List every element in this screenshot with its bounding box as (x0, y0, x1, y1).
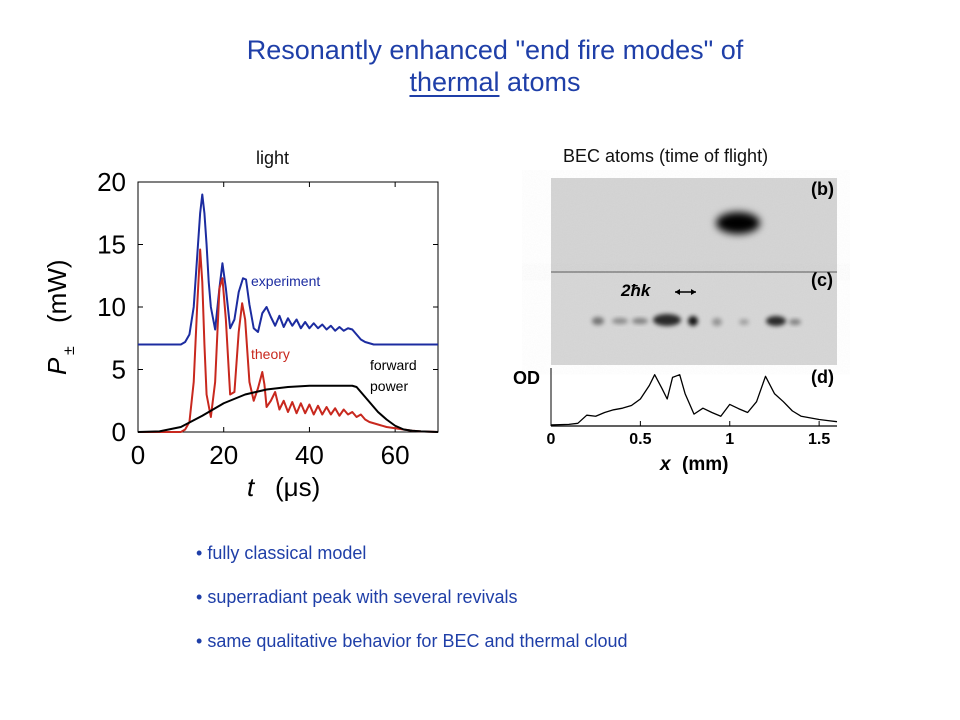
caption-bec-atoms: BEC atoms (time of flight) (563, 146, 769, 166)
bullet-item: • fully classical model (196, 543, 367, 563)
y-tick-label: 15 (97, 230, 126, 260)
annotation-forward: forward (370, 357, 417, 373)
od-series-group (550, 374, 838, 426)
atom-cloud-blob (592, 317, 604, 325)
annotation-experiment: experiment (251, 273, 320, 289)
od-x-tick-label: 1 (725, 431, 734, 448)
od-x-axis-unit: (mm) (682, 454, 728, 475)
od-x-axis-variable: x (659, 454, 672, 475)
chart-axes (137, 181, 439, 433)
panel-c-image (551, 273, 837, 365)
momentum-arrow-heads (675, 289, 696, 295)
annotation-theory: theory (251, 346, 290, 362)
annotation-power: power (370, 378, 408, 394)
atom-cloud-blob (766, 316, 786, 326)
panel-label: (c) (811, 270, 833, 290)
plot-frame (137, 181, 439, 433)
x-tick-label: 0 (131, 440, 145, 470)
bullet-item: • superradiant peak with several revival… (196, 587, 518, 607)
panel-label: (b) (811, 179, 834, 199)
series-line-theory (138, 248, 439, 433)
x-tick-label: 40 (295, 440, 324, 470)
series-line-experiment (138, 193, 438, 346)
momentum-annotation: 2ħk (620, 281, 652, 300)
bullet-list: • fully classical model • superradiant p… (196, 543, 628, 675)
slide-title-underlined-word: thermal (409, 67, 500, 97)
bullet-item: • same qualitative behavior for BEC and … (196, 631, 628, 651)
slide-title-part1: Resonantly enhanced "end fire modes" of (246, 35, 744, 65)
y-axis-unit: (mW) (42, 259, 72, 323)
slide-title-rest: atoms (507, 67, 581, 97)
od-x-tick-label: 0 (547, 431, 556, 448)
atom-cloud-blob (688, 316, 698, 326)
x-axis-unit: (μs) (275, 472, 320, 502)
y-tick-label: 20 (97, 167, 126, 197)
y-axis-variable: P (42, 357, 72, 375)
panel-label: (d) (811, 367, 834, 387)
y-tick-label: 5 (112, 355, 126, 385)
chart-labels: 0 20 40 60 0 5 10 15 20 experiment theory forward po… (42, 167, 417, 502)
absorption-images (551, 178, 837, 365)
od-y-axis-label: OD (513, 368, 540, 388)
y-axis-subscript: ± (61, 346, 78, 355)
bec-time-of-flight-figure: 2ħk (b) (c) (d) 0 0.5 1 1.5 OD x (mm) (513, 178, 838, 475)
caption-light: light (256, 148, 290, 168)
od-axes (550, 368, 837, 427)
atom-cloud-blob (653, 314, 681, 326)
y-axis-label: P ± (mW) (42, 259, 78, 375)
panel-b-image (551, 178, 837, 271)
od-labels: 2ħk (b) (c) (d) 0 0.5 1 1.5 OD x (mm) (513, 179, 834, 475)
atom-cloud-blob (612, 318, 628, 324)
x-tick-label: 20 (209, 440, 238, 470)
light-power-chart: 0 20 40 60 0 5 10 15 20 experiment theory forward po… (42, 167, 439, 502)
x-axis-variable: t (247, 472, 256, 502)
od-x-tick-label: 0.5 (629, 431, 651, 448)
atom-cloud-blob (712, 318, 722, 326)
slide-title-line2: thermal atoms (0, 67, 960, 97)
y-tick-label: 10 (97, 292, 126, 322)
atom-cloud-blob (789, 319, 801, 325)
atom-cloud-blob (739, 319, 749, 325)
series-line-od (550, 374, 838, 426)
y-tick-label: 0 (112, 417, 126, 447)
bec-cloud-peak (716, 212, 760, 234)
series-line-forward (137, 384, 439, 433)
x-tick-label: 60 (381, 440, 410, 470)
atom-cloud-blob (632, 318, 648, 324)
chart-series-group (137, 193, 439, 433)
od-x-tick-label: 1.5 (808, 431, 830, 448)
slide-title-line1: Resonantly enhanced "end fire modes" of (0, 35, 960, 65)
panel-b-grain (551, 178, 837, 271)
